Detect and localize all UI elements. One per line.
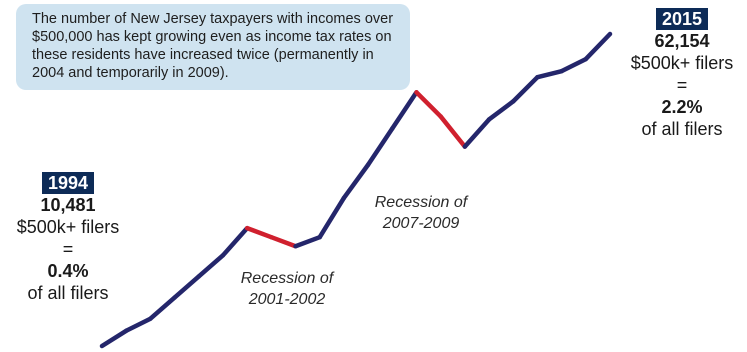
recession-line-segment [438, 114, 468, 149]
trend-line-segment [462, 117, 492, 149]
all-filers-label-1994: of all filers [27, 283, 109, 303]
trend-line-segment [293, 234, 322, 249]
stat-1994: 1994 10,481 $500k+ filers = 0.4% of all … [4, 172, 132, 304]
filers-label-1994: $500k+ filers [16, 217, 120, 237]
stat-2015: 2015 62,154 $500k+ filers = 2.2% of all … [618, 8, 746, 140]
recession-label-2001: Recession of 2001-2002 [222, 268, 352, 310]
pct-2015: 2.2% [661, 97, 703, 117]
recession-line-segment [269, 234, 298, 249]
trend-line-segment [365, 126, 395, 167]
trend-line-segment [535, 68, 564, 80]
trend-line-segment [196, 253, 226, 279]
note-text: The number of New Jersey taxpayers with … [32, 11, 394, 81]
note-box: The number of New Jersey taxpayers with … [16, 4, 410, 90]
trend-line-segment [486, 99, 516, 122]
trend-line-segment [172, 274, 202, 300]
all-filers-label-2015: of all filers [641, 119, 723, 139]
equals-sign-2015: = [676, 75, 688, 95]
trend-line-segment [99, 328, 129, 349]
trend-line-segment [510, 74, 540, 104]
trend-line-segment [220, 225, 250, 258]
recession-label-2007: Recession of 2007-2009 [356, 192, 486, 234]
count-1994: 10,481 [40, 195, 96, 215]
trend-line-segment [148, 295, 177, 321]
trend-line-segment [317, 195, 347, 240]
recession-label-2007-line1: Recession of [374, 194, 468, 211]
recession-line-segment [414, 90, 443, 119]
recession-label-2001-line2: 2001-2002 [248, 291, 326, 308]
recession-label-2007-line2: 2007-2009 [382, 215, 460, 232]
year-badge-1994: 1994 [41, 172, 95, 194]
recession-line-segment [244, 225, 274, 240]
recession-label-2001-line1: Recession of [240, 270, 334, 287]
trend-line-segment [123, 316, 153, 334]
pct-1994: 0.4% [47, 261, 89, 281]
year-badge-2015: 2015 [655, 8, 709, 30]
trend-line-segment [341, 162, 371, 201]
trend-line-segment [559, 56, 589, 74]
equals-sign-1994: = [62, 239, 74, 259]
trend-line-segment [390, 90, 419, 131]
count-2015: 62,154 [654, 31, 710, 51]
trend-line-segment [583, 31, 613, 62]
filers-label-2015: $500k+ filers [630, 53, 734, 73]
